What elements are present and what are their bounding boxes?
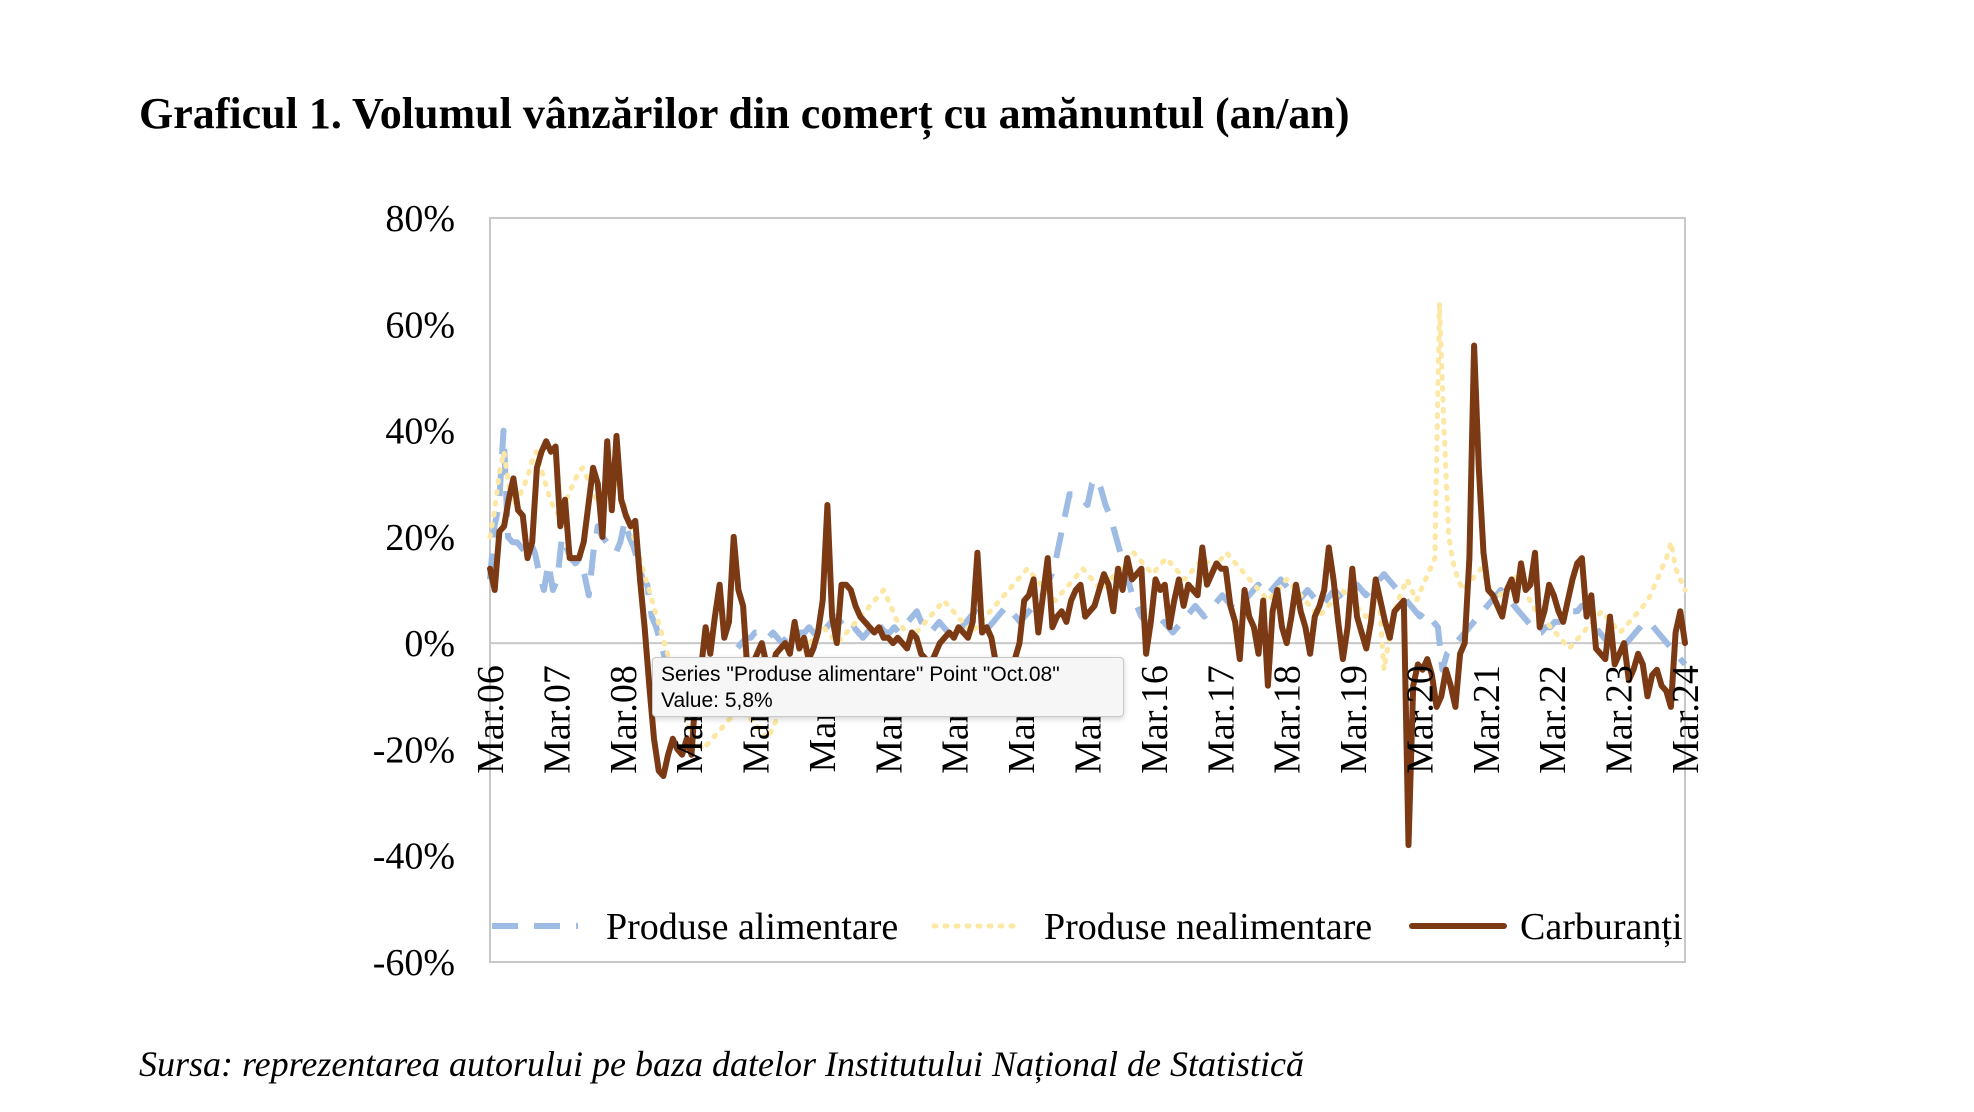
y-tick-label: -20% — [373, 729, 455, 771]
x-tick-label: Mar.17 — [1200, 665, 1242, 774]
source-note: Sursa: reprezentarea autorului pe baza d… — [139, 1044, 1304, 1084]
x-tick-label: Mar.07 — [536, 665, 578, 774]
x-tick-label: Mar.24 — [1665, 665, 1707, 774]
x-tick-label: Mar.08 — [603, 665, 645, 774]
x-tick-label: Mar.19 — [1333, 665, 1375, 774]
y-tick-label: 80% — [385, 198, 455, 240]
series-line-carburanti — [487, 342, 1688, 849]
x-tick-label: Mar.21 — [1466, 665, 1508, 774]
x-tick-label: Mar.18 — [1267, 665, 1309, 774]
data-point-tooltip: Series "Produse alimentare" Point "Oct.0… — [652, 657, 1124, 717]
x-tick-label: Mar.22 — [1532, 665, 1574, 774]
chart-title: Graficul 1. Volumul vânzărilor din comer… — [139, 89, 1350, 138]
legend-label: Carburanți — [1520, 906, 1683, 948]
legend-label: Produse alimentare — [606, 906, 898, 948]
x-tick-label: Mar.23 — [1599, 665, 1641, 774]
tooltip-series-point: Series "Produse alimentare" Point "Oct.0… — [661, 663, 1060, 686]
y-tick-label: 60% — [385, 304, 455, 346]
x-tick-label: Mar.20 — [1399, 665, 1441, 774]
legend-label: Produse nealimentare — [1044, 906, 1372, 948]
series-line-produse-alimentare — [487, 427, 1688, 726]
y-tick-label: 0% — [404, 623, 455, 665]
y-tick-label: -60% — [373, 942, 455, 984]
x-tick-label: Mar.06 — [470, 665, 512, 774]
tooltip-value: Value: 5,8% — [661, 689, 773, 712]
y-axis: 80% 60% 40% 20% 0% -20% -40% -60% — [373, 198, 455, 984]
y-tick-label: 40% — [385, 411, 455, 453]
x-tick-label: Mar.16 — [1134, 665, 1176, 774]
y-tick-label: 20% — [385, 517, 455, 559]
y-tick-label: -40% — [373, 836, 455, 878]
series-lines — [487, 300, 1688, 849]
legend: Produse alimentare Produse nealimentare Ca… — [492, 906, 1683, 948]
